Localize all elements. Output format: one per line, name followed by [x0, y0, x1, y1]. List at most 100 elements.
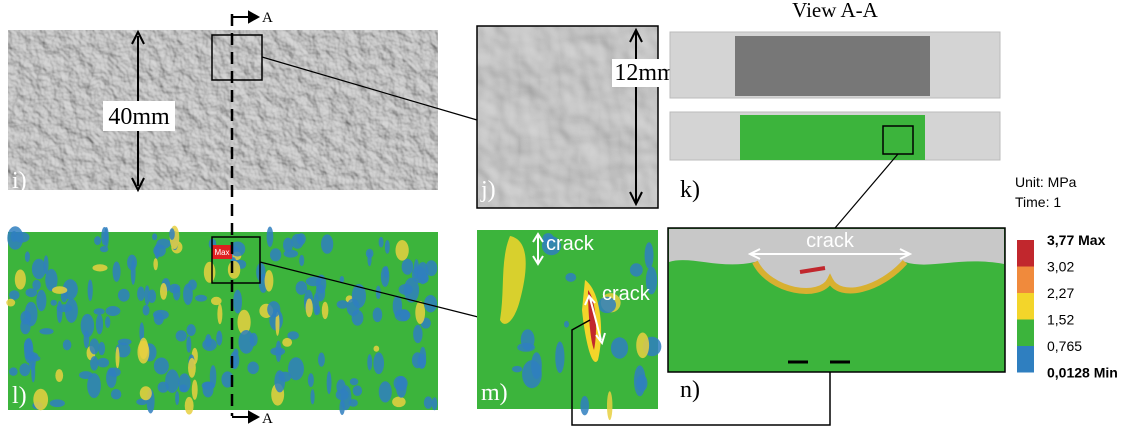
spot	[401, 258, 414, 275]
spot	[80, 313, 95, 338]
spot	[172, 286, 181, 301]
spot	[275, 311, 280, 336]
spot	[87, 373, 101, 399]
spot	[45, 268, 58, 292]
section-arrow	[232, 10, 261, 24]
crack-label: crack	[602, 283, 651, 305]
section-core	[735, 36, 930, 96]
spot	[636, 374, 648, 392]
spot	[90, 356, 99, 371]
spot	[283, 237, 293, 253]
spot	[9, 367, 18, 376]
zoom-line	[259, 261, 491, 321]
spot	[195, 294, 208, 302]
spot	[531, 352, 542, 379]
colorbar-band	[1017, 240, 1034, 267]
spot	[137, 340, 150, 364]
colorbar-band	[1017, 319, 1034, 346]
panel-border	[476, 25, 659, 209]
spot	[378, 381, 392, 403]
spot	[83, 330, 90, 349]
spot	[565, 272, 577, 282]
crack-arrow	[584, 294, 606, 346]
panel-label: i)	[12, 168, 27, 194]
spot	[157, 381, 169, 393]
spot	[64, 298, 78, 323]
colorbar-label: 2,27	[1047, 285, 1074, 301]
label-bg	[103, 101, 175, 131]
spot	[19, 363, 31, 377]
spot	[247, 361, 259, 375]
spot	[139, 386, 152, 401]
panel-label: k)	[680, 177, 700, 203]
spot	[62, 339, 72, 351]
section-label: A	[262, 10, 273, 26]
spot	[610, 337, 629, 359]
spot	[32, 279, 41, 291]
spot	[14, 269, 26, 290]
spot	[153, 357, 169, 375]
spot	[87, 279, 93, 302]
spot	[31, 362, 36, 383]
spot	[233, 289, 242, 314]
colorbar-label: 1,52	[1047, 312, 1074, 328]
max-marker	[212, 245, 232, 259]
zoom-line	[261, 56, 478, 121]
spot	[108, 367, 121, 377]
spot	[210, 296, 222, 306]
spot	[142, 304, 150, 316]
spot	[156, 238, 171, 249]
spot	[629, 263, 643, 277]
stress-spots	[6, 225, 438, 416]
crack-label: crack	[806, 230, 855, 252]
spot	[137, 286, 145, 302]
spot	[299, 254, 305, 267]
spot	[101, 227, 108, 246]
spot	[159, 283, 168, 300]
spot	[305, 276, 322, 287]
view-title: View A-A	[792, 0, 878, 22]
spot	[283, 249, 299, 258]
spot	[399, 309, 410, 322]
spot	[97, 357, 110, 368]
spot	[154, 243, 160, 259]
dimension-arrows	[131, 29, 145, 193]
crack-zone	[500, 236, 526, 324]
spot	[313, 293, 319, 316]
spot	[13, 231, 30, 243]
spot	[645, 266, 658, 295]
spot	[55, 369, 64, 382]
spot	[202, 381, 214, 398]
spot	[367, 354, 373, 371]
spot	[392, 295, 403, 317]
spot	[191, 379, 198, 400]
spot	[413, 324, 423, 344]
crack-arrow	[747, 248, 913, 260]
zoom-box	[211, 236, 261, 284]
spot	[205, 334, 212, 348]
spot	[321, 301, 329, 320]
section-core	[740, 115, 925, 160]
colorbar: 3,77 Max 3,02 2,27 1,52 0,765 0,0128 Min	[1017, 232, 1118, 381]
spot	[417, 261, 429, 285]
spot	[383, 265, 389, 278]
spot	[25, 288, 38, 298]
spot	[636, 332, 650, 359]
spot	[307, 373, 314, 388]
spot	[117, 338, 132, 346]
spot	[6, 298, 16, 307]
spot	[50, 299, 57, 306]
max-label: Max	[214, 248, 229, 257]
colorbar-band	[1017, 346, 1034, 373]
spot	[147, 289, 157, 303]
spot	[288, 357, 304, 381]
legend-unit: Unit: MPa	[1015, 174, 1077, 190]
spot	[33, 388, 49, 411]
spot	[317, 352, 325, 367]
spot	[321, 234, 334, 254]
stress-band	[752, 259, 908, 294]
spot	[275, 340, 282, 363]
spot	[237, 309, 251, 335]
spot	[93, 308, 105, 315]
